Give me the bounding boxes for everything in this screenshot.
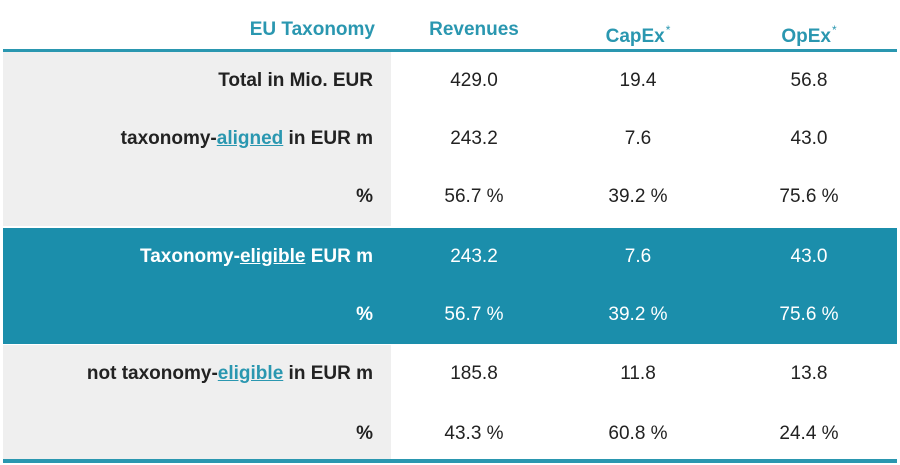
total-opex: 56.8 [790, 70, 828, 91]
eligible-label-suffix: EUR m [305, 246, 373, 267]
eligible-opex: 43.0 [790, 246, 828, 267]
not-eligible-link[interactable]: eligible [217, 363, 284, 384]
aligned-opex: 43.0 [790, 128, 828, 149]
row-label-not-eligible: not taxonomy-eligible in EUR m [3, 345, 391, 403]
not-eligible-opex: 13.8 [790, 363, 828, 384]
eligible-capex: 7.6 [624, 246, 652, 267]
eligible-pct-capex: 39.2 % [608, 304, 668, 325]
aligned-label-prefix: taxonomy- [120, 128, 217, 149]
table-row-aligned-pct: % 56.7 % 39.2 % 75.6 % [3, 168, 897, 226]
row-label-total: Total in Mio. EUR [3, 52, 391, 110]
eligible-revenues: 243.2 [450, 246, 498, 267]
table-row-eligible-pct: % 56.7 % 39.2 % 75.6 % [3, 286, 897, 344]
row-label-eligible-pct: % [356, 304, 373, 325]
not-eligible-revenues: 185.8 [450, 363, 498, 384]
header-revenues: Revenues [429, 19, 519, 40]
header-opex-text: OpEx [781, 26, 831, 47]
not-eligible-pct-capex: 60.8 % [608, 423, 668, 444]
not-eligible-label-suffix: in EUR m [283, 363, 373, 384]
aligned-pct-capex: 39.2 % [608, 186, 668, 207]
header-opex: OpEx* [750, 16, 868, 47]
table-bottom-border [3, 459, 897, 463]
eligible-pct-revenues: 56.7 % [444, 304, 504, 325]
row-label-not-eligible-pct: % [3, 403, 391, 459]
eligible-link[interactable]: eligible [239, 246, 306, 267]
not-eligible-capex: 11.8 [620, 363, 656, 384]
capex-footnote-mark: * [665, 23, 671, 37]
eligible-label-prefix: Taxonomy- [140, 246, 240, 267]
eligible-pct-opex: 75.6 % [779, 304, 839, 325]
table-row-total: Total in Mio. EUR 429.0 19.4 56.8 [3, 52, 897, 110]
header-capex: CapEx* [579, 16, 697, 47]
not-eligible-pct-opex: 24.4 % [779, 423, 839, 444]
table-row-eligible: Taxonomy-eligible EUR m 243.2 7.6 43.0 [3, 228, 897, 286]
header-capex-text: CapEx [605, 26, 665, 47]
not-eligible-pct-revenues: 43.3 % [444, 423, 504, 444]
row-label-eligible: Taxonomy-eligible EUR m [3, 228, 391, 286]
aligned-revenues: 243.2 [450, 128, 498, 149]
table-header: EU Taxonomy Revenues CapEx* OpEx* [3, 0, 897, 52]
total-capex: 19.4 [619, 70, 657, 91]
header-eu-taxonomy: EU Taxonomy [249, 19, 375, 40]
aligned-pct-opex: 75.6 % [779, 186, 839, 207]
table-row-not-eligible-pct: % 43.3 % 60.8 % 24.4 % [3, 403, 897, 459]
row-label-aligned: taxonomy-aligned in EUR m [3, 110, 391, 168]
opex-footnote-mark: * [831, 23, 837, 37]
aligned-label-suffix: in EUR m [283, 128, 373, 149]
aligned-capex: 7.6 [624, 128, 652, 149]
row-label-aligned-pct: % [3, 168, 391, 226]
table-row-not-eligible: not taxonomy-eligible in EUR m 185.8 11.… [3, 345, 897, 403]
eu-taxonomy-table: EU Taxonomy Revenues CapEx* OpEx* Total … [3, 0, 897, 465]
table-row-aligned: taxonomy-aligned in EUR m 243.2 7.6 43.0 [3, 110, 897, 168]
aligned-pct-revenues: 56.7 % [444, 186, 504, 207]
aligned-link[interactable]: aligned [216, 128, 284, 149]
not-eligible-label-prefix: not taxonomy- [86, 363, 218, 384]
total-revenues: 429.0 [450, 70, 498, 91]
